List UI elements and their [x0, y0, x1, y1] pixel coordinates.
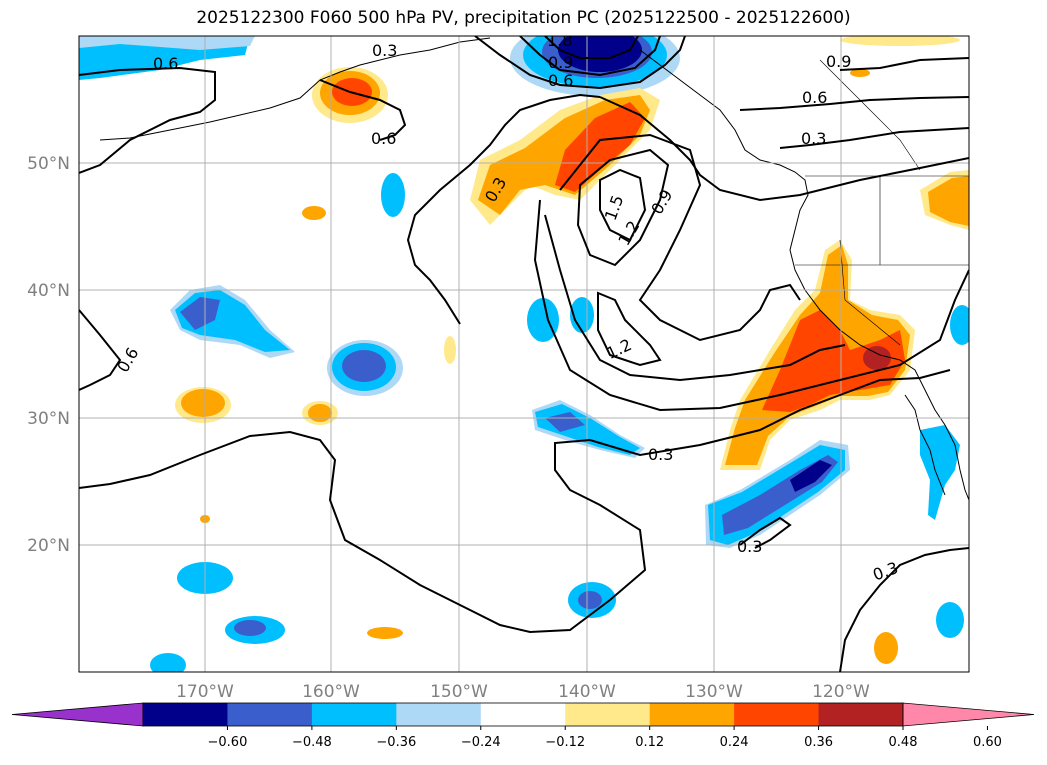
colorbar-segment [396, 703, 482, 726]
lon-tick-label: 170°W [176, 682, 234, 702]
lat-tick-labels: 50°N 40°N 30°N 20°N [27, 154, 70, 556]
pv-contours [79, 36, 969, 672]
lon-tick-label: 140°W [558, 682, 616, 702]
lat-tick-label: 50°N [27, 154, 70, 174]
colorbar-segment [818, 703, 904, 726]
lon-tick-labels: 170°W 160°W 150°W 140°W 130°W 120°W [176, 682, 870, 702]
colorbar-segment [480, 703, 566, 726]
lat-tick-label: 40°N [27, 281, 70, 301]
colorbar-segment [143, 703, 228, 726]
contour-label: 0.6 [548, 71, 573, 90]
colorbar-tick-label: −0.36 [376, 735, 416, 750]
colorbar-segment [565, 703, 651, 726]
state-borders [795, 59, 969, 346]
chart-title: 2025122300 F060 500 hPa PV, precipitatio… [196, 8, 851, 28]
contour-label: 0.3 [648, 445, 673, 464]
contour-label: 0.3 [372, 41, 397, 60]
contour-label: 0.6 [153, 54, 178, 73]
colorbar-tick-label: 0.36 [804, 735, 833, 750]
lon-tick-label: 120°W [812, 682, 870, 702]
colorbar-frame [142, 702, 904, 727]
lat-tick-label: 30°N [27, 409, 70, 429]
colorbar-tick-label: −0.48 [292, 735, 332, 750]
contour-label: 1.8 [547, 31, 572, 50]
lon-tick-label: 150°W [430, 682, 488, 702]
colorbar-segment [649, 703, 735, 726]
colorbar-tick-label: 0.24 [720, 735, 749, 750]
colorbar-tick-label: 0.48 [889, 735, 918, 750]
colorbar-extend-max [902, 702, 1035, 727]
contour-label: 0.3 [737, 537, 762, 556]
contour-label: 0.3 [801, 129, 826, 148]
colorbar-segment [227, 703, 313, 726]
colorbar-segment [734, 703, 820, 726]
contour-label: 0.9 [826, 52, 851, 71]
colorbar-tick-label: −0.60 [208, 735, 248, 750]
contour-label: 0.6 [802, 88, 827, 107]
contour-label: 0.9 [548, 53, 573, 72]
colorbar-tick-label: 0.60 [973, 735, 1002, 750]
colorbar-tick-label: −0.12 [545, 735, 585, 750]
colorbar-extend-min [11, 702, 144, 727]
colorbar: −0.60 −0.48 −0.36 −0.24 −0.12 0.12 0.24 0.36 0.4… [11, 702, 1035, 750]
contour-label: 0.6 [371, 129, 396, 148]
lon-tick-label: 130°W [685, 682, 743, 702]
lat-tick-label: 20°N [27, 536, 70, 556]
lon-tick-label: 160°W [302, 682, 360, 702]
colorbar-segment [311, 703, 397, 726]
map-frame [78, 35, 970, 673]
graticule [79, 36, 969, 672]
colorbar-tick-label: −0.24 [461, 735, 501, 750]
colorbar-tick-label: 0.12 [635, 735, 664, 750]
